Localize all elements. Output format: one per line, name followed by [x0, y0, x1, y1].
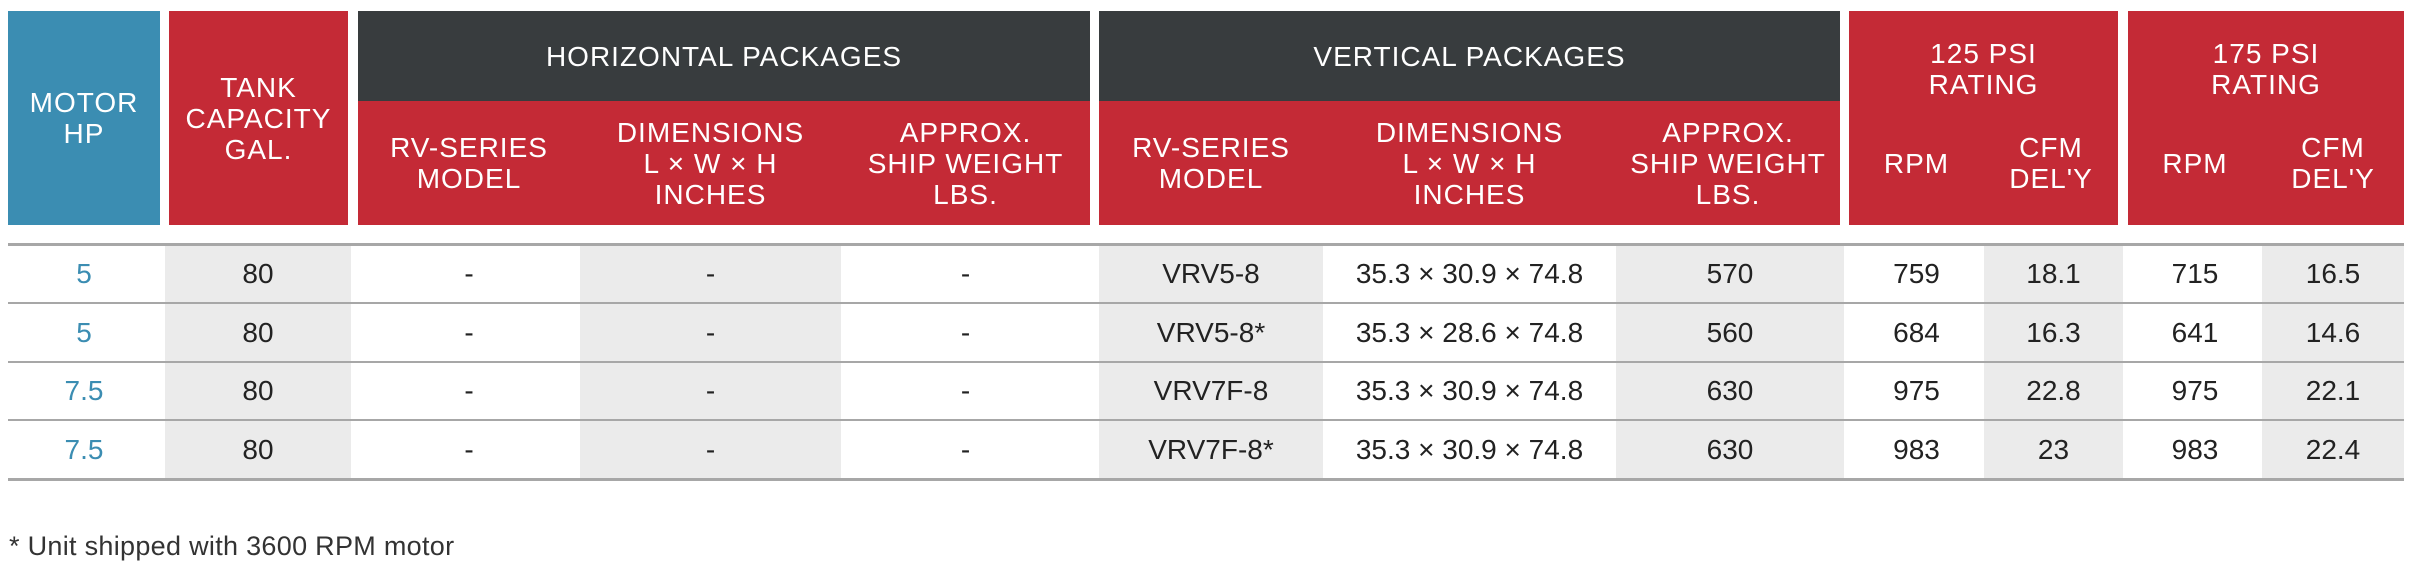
cell-rpm-175: 983	[2171, 433, 2219, 465]
cell-rpm-175: 641	[2171, 316, 2219, 348]
cell-vertical-dimensions: 35.3 × 28.6 × 74.8	[1355, 316, 1584, 348]
cell-tank-capacity: 80	[242, 433, 274, 465]
cell-vertical-dimensions: 35.3 × 30.9 × 74.8	[1355, 258, 1584, 289]
cell-vertical-dimensions: 35.3 × 30.9 × 74.8	[1355, 433, 1584, 465]
cell-horizontal-model: -	[464, 258, 474, 289]
cell-horizontal-dimensions: -	[705, 375, 716, 406]
cell-motor-hp: 5	[76, 316, 92, 348]
cell-rpm-125: 983	[1893, 433, 1940, 465]
row-divider	[8, 419, 2404, 421]
cell-horizontal-model: -	[464, 375, 474, 406]
table-divider	[8, 478, 2404, 481]
cell-vertical-model: VRV5-8*	[1156, 316, 1266, 348]
horizontal-subheader-band	[358, 101, 1090, 225]
cell-motor-hp: 5	[76, 258, 92, 289]
header-vertical-packages: VERTICAL PACKAGES	[1099, 11, 1840, 101]
cell-rpm-175: 715	[2171, 258, 2219, 289]
cell-horizontal-dimensions: -	[705, 433, 716, 465]
cell-cfm-125: 18.1	[2026, 258, 2081, 289]
header-tank-capacity: TANK CAPACITY GAL.	[169, 11, 348, 225]
cell-rpm-175: 975	[2171, 375, 2219, 406]
cell-cfm-175: 22.1	[2305, 375, 2361, 406]
cell-tank-capacity: 80	[242, 258, 274, 289]
vertical-subheader-band	[1099, 101, 1840, 225]
row-divider	[8, 302, 2404, 304]
header-175-cfm: CFM DEL'Y	[2291, 132, 2375, 194]
cell-horizontal-ship-weight: -	[960, 433, 971, 465]
cell-vertical-ship-weight: 570	[1706, 258, 1754, 289]
cell-vertical-ship-weight: 560	[1706, 316, 1754, 348]
footnote: * Unit shipped with 3600 RPM motor	[9, 531, 455, 561]
header-horizontal-packages: HORIZONTAL PACKAGES	[358, 11, 1090, 101]
cell-horizontal-model: -	[464, 316, 474, 348]
cell-cfm-175: 14.6	[2305, 316, 2361, 348]
header-125-psi-rating: 125 PSI RATING	[1928, 37, 2039, 100]
header-175-rpm: RPM	[2162, 147, 2228, 179]
cell-horizontal-dimensions: -	[705, 316, 716, 348]
cell-cfm-125: 22.8	[2026, 375, 2081, 406]
header-125-rpm: RPM	[1883, 147, 1950, 179]
cell-tank-capacity: 80	[242, 316, 274, 348]
cell-rpm-125: 684	[1893, 316, 1940, 348]
header-motor-hp: MOTOR HP	[8, 11, 160, 225]
cell-cfm-175: 16.5	[2305, 258, 2361, 289]
header-125-cfm: CFM DEL'Y	[2009, 132, 2093, 194]
cell-motor-hp: 7.5	[64, 433, 104, 465]
header-horizontal-rv-series-model: RV-SERIES MODEL	[390, 132, 548, 194]
cell-vertical-dimensions: 35.3 × 30.9 × 74.8	[1355, 375, 1584, 406]
header-vertical-rv-series-model: RV-SERIES MODEL	[1132, 132, 1290, 194]
table-divider	[8, 243, 2404, 246]
cell-rpm-125: 975	[1893, 375, 1940, 406]
cell-motor-hp: 7.5	[64, 375, 104, 406]
cell-vertical-ship-weight: 630	[1706, 433, 1754, 465]
cell-cfm-125: 23	[2037, 433, 2070, 465]
cell-vertical-ship-weight: 630	[1706, 375, 1754, 406]
cell-vertical-model: VRV7F-8	[1153, 375, 1269, 406]
header-175-psi-rating: 175 PSI RATING	[2211, 37, 2321, 100]
psi175-header-band	[2128, 11, 2404, 225]
header-horizontal-ship-weight: APPROX. SHIP WEIGHT LBS.	[867, 116, 1064, 210]
cell-horizontal-model: -	[464, 433, 474, 465]
cell-vertical-model: VRV7F-8*	[1148, 433, 1274, 465]
row-divider	[8, 361, 2404, 363]
psi125-header-band	[1849, 11, 2118, 225]
header-horizontal-dimensions: DIMENSIONS L × W × H INCHES	[616, 116, 805, 210]
cell-horizontal-dimensions: -	[705, 258, 716, 289]
cell-horizontal-ship-weight: -	[960, 258, 971, 289]
cell-vertical-model: VRV5-8	[1162, 258, 1260, 289]
cell-horizontal-ship-weight: -	[960, 375, 971, 406]
header-vertical-ship-weight: APPROX. SHIP WEIGHT LBS.	[1630, 116, 1826, 210]
header-vertical-dimensions: DIMENSIONS L × W × H INCHES	[1375, 116, 1564, 210]
cell-horizontal-ship-weight: -	[960, 316, 971, 348]
cell-rpm-125: 759	[1893, 258, 1940, 289]
cell-tank-capacity: 80	[242, 375, 274, 406]
cell-cfm-125: 16.3	[2026, 316, 2081, 348]
cell-cfm-175: 22.4	[2305, 433, 2361, 465]
